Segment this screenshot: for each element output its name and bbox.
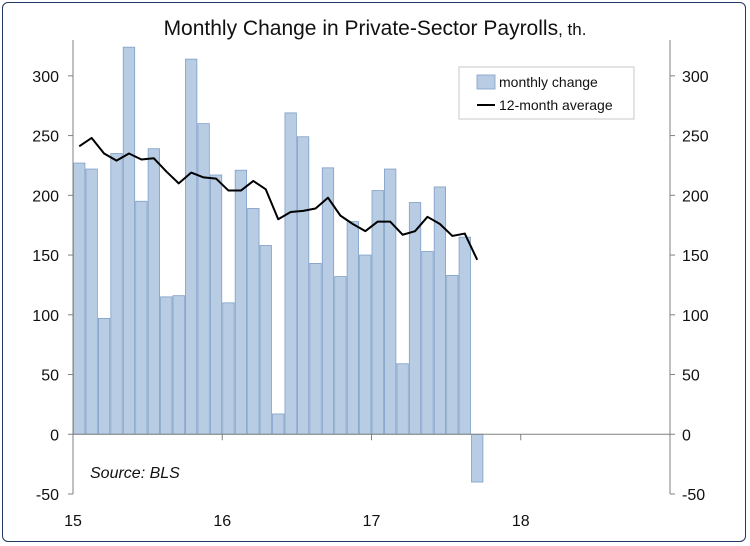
bar	[346, 221, 359, 435]
legend-swatch-bar	[476, 74, 496, 90]
bar	[172, 295, 185, 435]
bar	[247, 208, 260, 435]
y-tick-label-left: -50	[36, 487, 59, 504]
x-tick-label: 16	[213, 513, 231, 530]
bar	[272, 413, 285, 435]
y-tick-label-left: 100	[32, 308, 59, 325]
x-tick-label: 15	[64, 513, 82, 530]
y-tick-label-left: 150	[32, 248, 59, 265]
y-tick-label-right: 0	[682, 427, 691, 444]
y-tick-label-left: 0	[50, 427, 59, 444]
y-tick-label-left: 50	[41, 368, 59, 385]
chart-title-text: Monthly Change in Private-Sector Payroll…	[163, 17, 559, 40]
bar	[296, 136, 310, 435]
bar	[421, 251, 434, 435]
y-tick-label-right: 150	[682, 248, 709, 265]
bar	[135, 200, 148, 435]
bar	[371, 190, 384, 435]
bar	[284, 112, 297, 435]
bar	[309, 263, 322, 435]
bar	[73, 162, 86, 435]
y-tick-label-left: 200	[32, 188, 59, 205]
bar	[396, 363, 409, 435]
y-tick-label-right: 250	[682, 129, 709, 146]
y-tick-label-right: 300	[682, 69, 709, 86]
bar	[334, 276, 347, 435]
y-tick-label-right: 100	[682, 308, 709, 325]
bar	[458, 236, 471, 435]
bar	[259, 245, 272, 435]
bar	[359, 254, 372, 435]
chart-title: Monthly Change in Private-Sector Payroll…	[3, 17, 747, 41]
bar	[471, 433, 484, 483]
bar	[321, 167, 335, 435]
bar	[147, 148, 160, 435]
x-tick-label: 18	[512, 513, 530, 530]
bar	[110, 153, 123, 435]
bar	[185, 58, 198, 435]
source-note: Source: BLS	[90, 465, 180, 482]
x-tick-label: 17	[363, 513, 381, 530]
bar	[209, 174, 223, 435]
bar	[85, 168, 98, 435]
bar	[446, 274, 459, 435]
bar	[122, 46, 136, 435]
bar	[160, 296, 173, 435]
bar	[234, 169, 248, 435]
y-tick-label-left: 250	[32, 129, 59, 146]
legend-label-bar: monthly change	[499, 74, 598, 90]
series-line	[78, 136, 479, 261]
y-tick-label-left: 300	[32, 69, 59, 86]
y-tick-label-right: -50	[682, 487, 705, 504]
bar	[222, 302, 235, 435]
chart-title-unit: , th.	[558, 20, 587, 39]
y-tick-label-right: 200	[682, 188, 709, 205]
legend-label-line: 12-month average	[499, 97, 613, 113]
bar	[408, 202, 422, 435]
bar	[97, 317, 111, 435]
bar	[384, 168, 397, 435]
bar	[197, 123, 210, 435]
y-tick-label-right: 50	[682, 368, 700, 385]
